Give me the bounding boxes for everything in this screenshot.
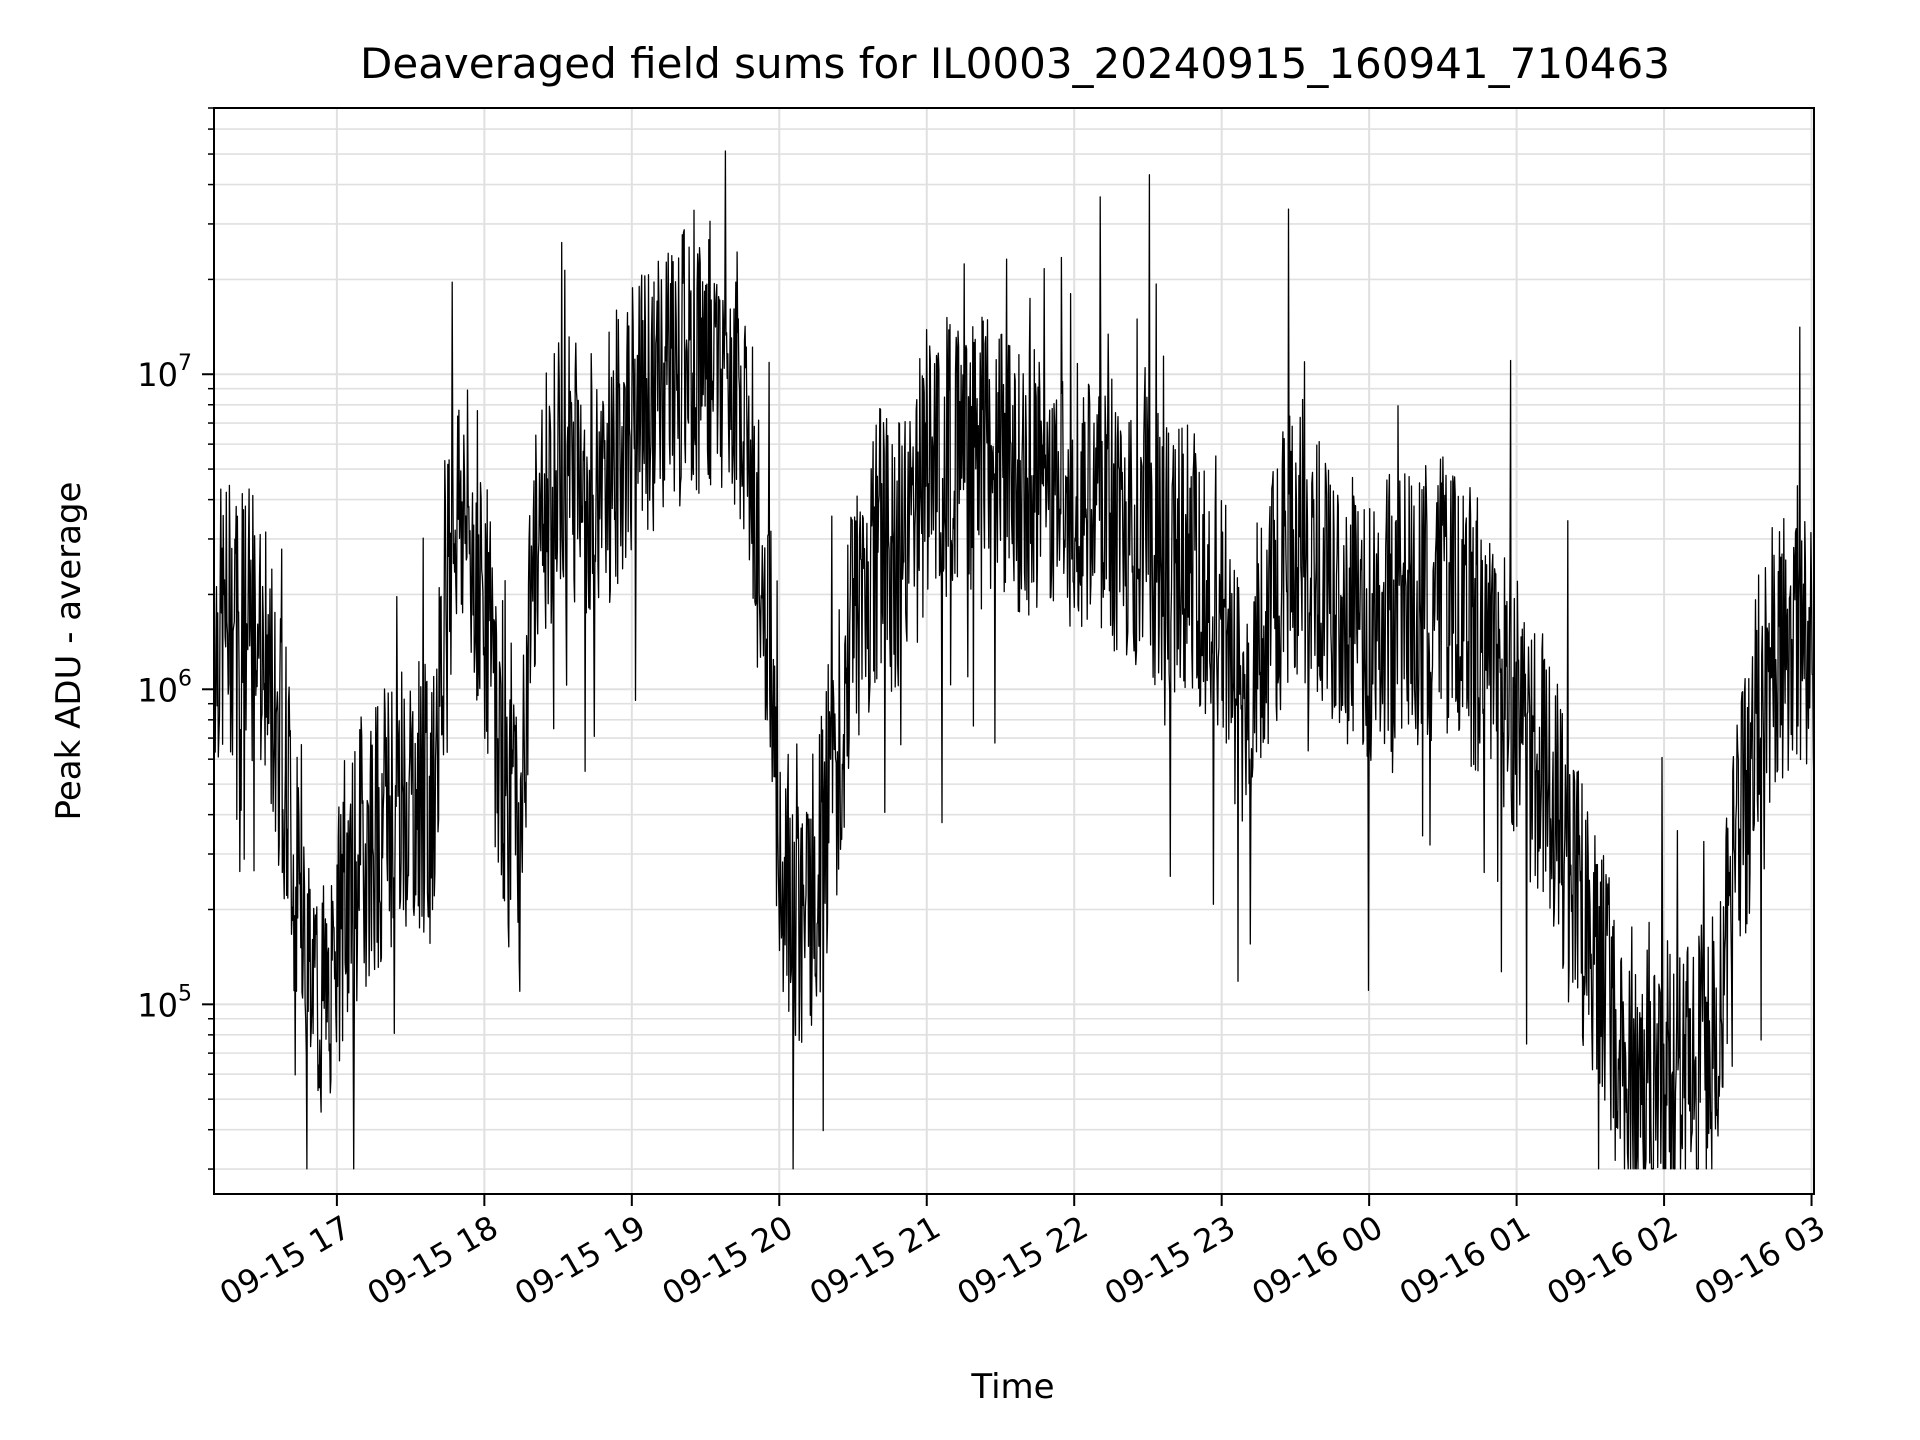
x-axis-label: Time	[970, 1367, 1054, 1407]
y-tick-label: 107	[137, 351, 192, 394]
y-tick-label: 105	[137, 981, 192, 1024]
chart-title: Deaveraged field sums for IL0003_2024091…	[360, 39, 1670, 88]
y-tick-label: 106	[137, 666, 192, 709]
series-line	[213, 150, 1815, 1170]
plot-frame	[213, 107, 1815, 1195]
y-axis-label: Peak ADU - average	[49, 482, 89, 821]
y-axis-ticks: 105 106 107	[137, 107, 214, 1170]
